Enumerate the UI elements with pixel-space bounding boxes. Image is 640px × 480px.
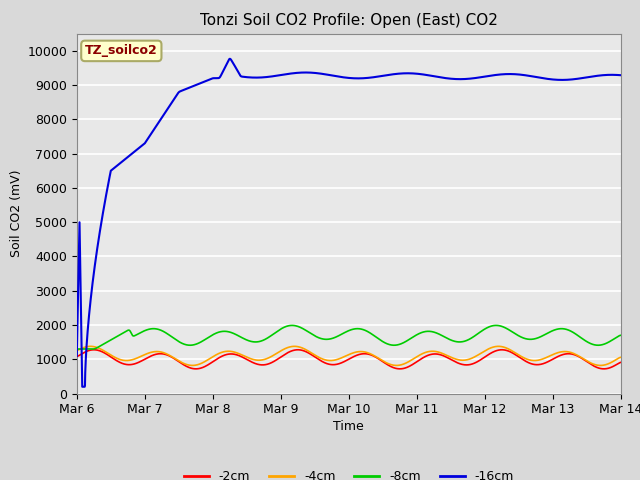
Title: Tonzi Soil CO2 Profile: Open (East) CO2: Tonzi Soil CO2 Profile: Open (East) CO2 xyxy=(200,13,498,28)
X-axis label: Time: Time xyxy=(333,420,364,433)
Text: TZ_soilco2: TZ_soilco2 xyxy=(85,44,157,58)
Legend: -2cm, -4cm, -8cm, -16cm: -2cm, -4cm, -8cm, -16cm xyxy=(179,465,519,480)
Y-axis label: Soil CO2 (mV): Soil CO2 (mV) xyxy=(10,170,23,257)
